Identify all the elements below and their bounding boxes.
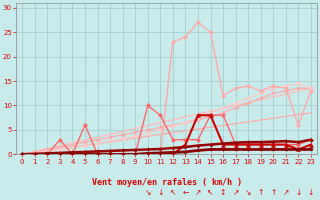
Text: ↕: ↕ [220, 188, 226, 197]
Text: ↑: ↑ [258, 188, 264, 197]
Text: ↗: ↗ [283, 188, 289, 197]
X-axis label: Vent moyen/en rafales ( km/h ): Vent moyen/en rafales ( km/h ) [92, 178, 242, 187]
Text: ↑: ↑ [270, 188, 276, 197]
Text: ↘: ↘ [145, 188, 151, 197]
Text: ↖: ↖ [207, 188, 214, 197]
Text: ↗: ↗ [232, 188, 239, 197]
Text: ↓: ↓ [157, 188, 164, 197]
Text: ↘: ↘ [245, 188, 252, 197]
Text: ↓: ↓ [308, 188, 314, 197]
Text: ↖: ↖ [170, 188, 176, 197]
Text: ↗: ↗ [195, 188, 201, 197]
Text: ↓: ↓ [295, 188, 301, 197]
Text: ←: ← [182, 188, 188, 197]
